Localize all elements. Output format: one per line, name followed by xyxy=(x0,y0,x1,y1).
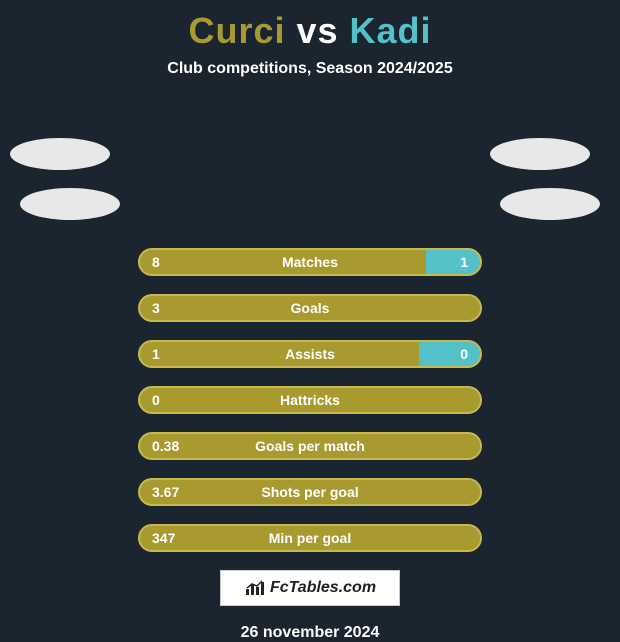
stat-bar-assists: 1 Assists 0 xyxy=(138,340,482,368)
bars-container: 8 Matches 1 3 Goals 1 Assists 0 0 Hattricks 0.38 Go… xyxy=(0,248,620,552)
stat-label: Goals xyxy=(291,300,330,316)
stat-value-left: 3.67 xyxy=(152,484,179,500)
stat-label: Matches xyxy=(282,254,338,270)
stat-value-left: 1 xyxy=(152,346,160,362)
source-logo: FcTables.com xyxy=(220,570,400,606)
stats-area: 8 Matches 1 3 Goals 1 Assists 0 0 Hattricks 0.38 Go… xyxy=(0,120,620,642)
stat-value-left: 0 xyxy=(152,392,160,408)
stat-bar-hattricks: 0 Hattricks xyxy=(138,386,482,414)
stat-value-left: 0.38 xyxy=(152,438,179,454)
avatar-oval-0 xyxy=(10,138,110,170)
subtitle: Club competitions, Season 2024/2025 xyxy=(0,60,620,78)
avatar-oval-1 xyxy=(20,188,120,220)
stat-value-left: 3 xyxy=(152,300,160,316)
stat-label: Goals per match xyxy=(255,438,365,454)
stat-label: Hattricks xyxy=(280,392,340,408)
stat-label: Assists xyxy=(285,346,335,362)
chart-icon xyxy=(244,579,266,597)
stat-label: Min per goal xyxy=(269,530,351,546)
vs-separator: vs xyxy=(285,10,349,51)
stat-value-right: 0 xyxy=(460,346,468,362)
stat-value-right: 1 xyxy=(460,254,468,270)
logo-text: FcTables.com xyxy=(270,579,376,597)
page-title: Curci vs Kadi xyxy=(0,0,620,52)
stat-value-left: 8 xyxy=(152,254,160,270)
avatars-row xyxy=(0,138,620,248)
stat-bar-shots-per-goal: 3.67 Shots per goal xyxy=(138,478,482,506)
stat-bar-goals: 3 Goals xyxy=(138,294,482,322)
avatar-oval-2 xyxy=(490,138,590,170)
player2-name: Kadi xyxy=(350,10,432,51)
stat-value-left: 347 xyxy=(152,530,175,546)
stat-fill xyxy=(140,342,419,366)
stat-label: Shots per goal xyxy=(261,484,358,500)
date-label: 26 november 2024 xyxy=(0,624,620,642)
stat-bar-matches: 8 Matches 1 xyxy=(138,248,482,276)
stat-bar-min-per-goal: 347 Min per goal xyxy=(138,524,482,552)
avatar-oval-3 xyxy=(500,188,600,220)
player1-name: Curci xyxy=(188,10,285,51)
stat-bar-goals-per-match: 0.38 Goals per match xyxy=(138,432,482,460)
